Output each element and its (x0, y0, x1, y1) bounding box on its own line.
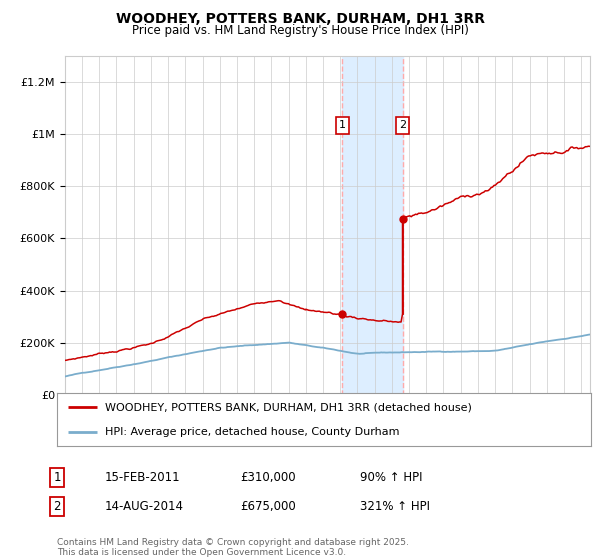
Text: 1: 1 (53, 470, 61, 484)
Text: 15-FEB-2011: 15-FEB-2011 (105, 470, 181, 484)
Text: £675,000: £675,000 (240, 500, 296, 514)
Text: 90% ↑ HPI: 90% ↑ HPI (360, 470, 422, 484)
Text: £310,000: £310,000 (240, 470, 296, 484)
Text: WOODHEY, POTTERS BANK, DURHAM, DH1 3RR (detached house): WOODHEY, POTTERS BANK, DURHAM, DH1 3RR (… (105, 403, 472, 413)
Text: WOODHEY, POTTERS BANK, DURHAM, DH1 3RR: WOODHEY, POTTERS BANK, DURHAM, DH1 3RR (115, 12, 485, 26)
Text: 2: 2 (53, 500, 61, 514)
Text: HPI: Average price, detached house, County Durham: HPI: Average price, detached house, Coun… (105, 427, 400, 437)
Bar (342, 56, 403, 395)
Text: Contains HM Land Registry data © Crown copyright and database right 2025.
This d: Contains HM Land Registry data © Crown c… (57, 538, 409, 557)
Text: 1: 1 (339, 120, 346, 130)
Text: 2: 2 (399, 120, 406, 130)
Text: 321% ↑ HPI: 321% ↑ HPI (360, 500, 430, 514)
Text: 14-AUG-2014: 14-AUG-2014 (105, 500, 184, 514)
Text: Price paid vs. HM Land Registry's House Price Index (HPI): Price paid vs. HM Land Registry's House … (131, 24, 469, 37)
